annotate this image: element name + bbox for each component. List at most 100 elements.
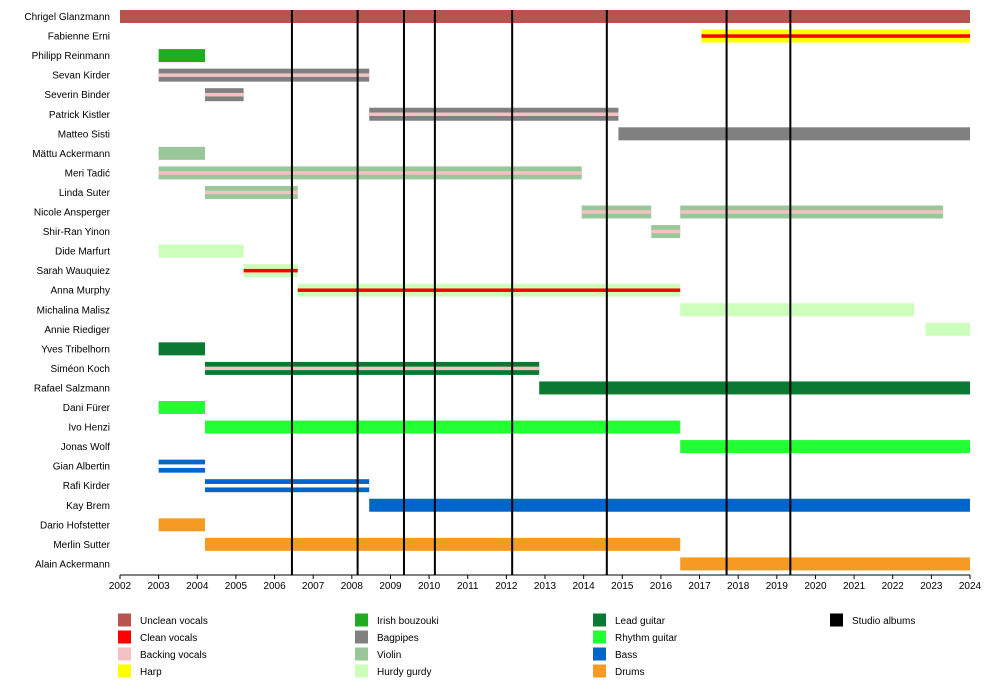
member-bar	[158, 244, 244, 258]
x-tick-label: 2019	[766, 581, 789, 592]
member-bar-inner	[205, 366, 540, 371]
member-label: Merlin Sutter	[53, 540, 110, 551]
member-bar	[205, 420, 681, 434]
x-tick-label: 2023	[920, 581, 943, 592]
member-label: Matteo Sisti	[58, 129, 110, 140]
member-label: Sevan Kirder	[52, 71, 110, 82]
member-label: Patrick Kistler	[49, 110, 111, 121]
member-bar	[680, 303, 914, 317]
x-tick-label: 2011	[457, 581, 479, 592]
member-label: Nicole Ansperger	[34, 208, 111, 219]
member-label: Jonas Wolf	[61, 442, 111, 453]
member-label: Philipp Reinmann	[32, 51, 110, 62]
member-label: Dario Hofstetter	[40, 520, 111, 531]
legend-label: Violin	[377, 650, 401, 661]
x-tick-label: 2009	[379, 581, 402, 592]
member-bar-inner	[651, 229, 681, 234]
member-label: Ivo Henzi	[68, 423, 110, 434]
member-bar	[158, 518, 205, 532]
member-label: Mättu Ackermann	[32, 149, 110, 160]
member-label: Michalina Malisz	[37, 305, 110, 316]
x-tick-label: 2010	[418, 581, 441, 592]
member-bar	[158, 401, 205, 414]
member-bar-inner	[158, 171, 582, 175]
member-label: Annie Riediger	[44, 325, 110, 336]
legend-label: Bagpipes	[377, 633, 419, 644]
x-tick-label: 2021	[843, 581, 866, 592]
legend-label: Unclean vocals	[140, 616, 208, 627]
legend-swatch	[593, 630, 606, 644]
member-bar-inner	[158, 73, 370, 77]
legend-swatch	[355, 664, 368, 678]
x-tick-label: 2014	[573, 581, 596, 592]
member-bar	[205, 537, 681, 551]
member-bar	[539, 381, 970, 395]
legend-swatch	[355, 647, 368, 661]
legend-swatch	[593, 613, 606, 627]
legend-swatch	[118, 647, 131, 661]
x-tick-label: 2012	[495, 581, 518, 592]
x-tick-label: 2017	[688, 581, 711, 592]
legend-label: Irish bouzouki	[377, 616, 439, 627]
member-label: Sarah Wauquiez	[36, 266, 110, 277]
member-bar-inner	[369, 112, 619, 116]
legend-swatch	[355, 613, 368, 627]
x-tick-label: 2004	[186, 581, 209, 592]
x-tick-label: 2002	[109, 581, 132, 592]
legend-swatch	[355, 630, 368, 644]
member-label: Chrigel Glanzmann	[24, 12, 110, 23]
member-label: Dani Fürer	[63, 403, 111, 414]
member-bar-inner	[243, 268, 298, 273]
legend-swatch	[118, 664, 131, 678]
legend-swatch	[593, 664, 606, 678]
legend-label: Studio albums	[852, 616, 915, 627]
legend-label: Bass	[615, 650, 637, 661]
x-tick-label: 2003	[148, 581, 171, 592]
member-label: Meri Tadić	[65, 168, 110, 179]
x-tick-label: 2016	[650, 581, 673, 592]
member-bar-inner	[205, 92, 244, 97]
x-tick-label: 2006	[263, 581, 286, 592]
member-bar	[680, 440, 970, 454]
member-bar-inner	[701, 34, 970, 38]
member-bar	[158, 49, 205, 63]
member-label: Gian Albertin	[53, 462, 110, 473]
x-tick-label: 2018	[727, 581, 750, 592]
member-label: Fabienne Erni	[48, 32, 110, 43]
member-bar-inner	[581, 210, 652, 214]
legend-label: Clean vocals	[140, 633, 197, 644]
member-bar	[618, 127, 970, 141]
member-bar	[925, 322, 970, 336]
member-bar	[680, 557, 970, 571]
legend-label: Drums	[615, 667, 644, 678]
member-bar	[158, 146, 205, 160]
legend-swatch	[830, 613, 843, 627]
member-bar-inner	[205, 190, 298, 195]
member-bar-inner	[158, 464, 205, 468]
member-label: Rafi Kirder	[63, 481, 111, 492]
member-label: Yves Tribelhorn	[41, 344, 110, 355]
legend-swatch	[118, 630, 131, 644]
member-label: Linda Suter	[59, 188, 111, 199]
member-label: Dide Marfurt	[55, 247, 110, 258]
x-tick-label: 2013	[534, 581, 557, 592]
legend-label: Harp	[140, 667, 162, 678]
member-label: Anna Murphy	[51, 286, 110, 297]
member-label: Siméon Koch	[51, 364, 110, 375]
x-tick-label: 2007	[302, 581, 325, 592]
member-bar-inner	[297, 288, 681, 292]
member-label: Alain Ackermann	[35, 559, 110, 570]
legend-swatch	[118, 613, 131, 627]
member-bar	[120, 10, 970, 23]
legend-label: Lead guitar	[615, 616, 666, 627]
legend-swatch	[593, 647, 606, 661]
member-bar-inner	[680, 210, 943, 214]
member-label: Kay Brem	[66, 501, 110, 512]
x-tick-label: 2015	[611, 581, 634, 592]
x-tick-label: 2005	[225, 581, 248, 592]
legend-label: Backing vocals	[140, 650, 207, 661]
member-label: Rafael Salzmann	[34, 383, 110, 394]
x-tick-label: 2024	[959, 581, 982, 592]
legend-label: Rhythm guitar	[615, 633, 678, 644]
